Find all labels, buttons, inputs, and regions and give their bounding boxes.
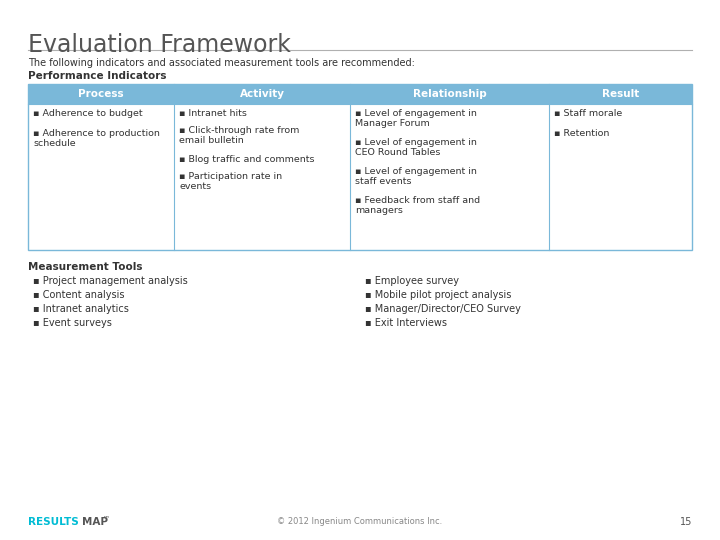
Text: © 2012 Ingenium Communications Inc.: © 2012 Ingenium Communications Inc. <box>277 517 443 526</box>
Text: 15: 15 <box>680 517 692 527</box>
Text: MAP: MAP <box>82 517 108 527</box>
Text: ▪ Manager/Director/CEO Survey: ▪ Manager/Director/CEO Survey <box>365 304 521 314</box>
Text: Process: Process <box>78 89 124 99</box>
Text: ▪ Content analysis: ▪ Content analysis <box>33 290 125 300</box>
Text: ▪ Project management analysis: ▪ Project management analysis <box>33 276 188 286</box>
Text: ▪ Feedback from staff and
managers: ▪ Feedback from staff and managers <box>355 196 480 215</box>
Text: Result: Result <box>602 89 639 99</box>
Bar <box>28 84 692 250</box>
Text: ▪ Level of engagement in
Manager Forum: ▪ Level of engagement in Manager Forum <box>355 109 477 129</box>
Text: ▪ Click-through rate from
email bulletin: ▪ Click-through rate from email bulletin <box>179 126 300 145</box>
Text: ▪ Exit Interviews: ▪ Exit Interviews <box>365 318 447 328</box>
Text: ™: ™ <box>103 515 110 521</box>
Text: Measurement Tools: Measurement Tools <box>28 262 143 272</box>
Text: ▪ Blog traffic and comments: ▪ Blog traffic and comments <box>179 155 315 164</box>
Text: ▪ Level of engagement in
CEO Round Tables: ▪ Level of engagement in CEO Round Table… <box>355 138 477 157</box>
Text: ▪ Adherence to budget: ▪ Adherence to budget <box>33 109 143 118</box>
Text: ▪ Staff morale: ▪ Staff morale <box>554 109 623 118</box>
Text: Evaluation Framework: Evaluation Framework <box>28 33 291 57</box>
Text: Performance Indicators: Performance Indicators <box>28 71 166 81</box>
Text: ▪ Mobile pilot project analysis: ▪ Mobile pilot project analysis <box>365 290 511 300</box>
Text: ▪ Level of engagement in
staff events: ▪ Level of engagement in staff events <box>355 167 477 186</box>
Text: ▪ Event surveys: ▪ Event surveys <box>33 318 112 328</box>
Text: RESULTS: RESULTS <box>28 517 78 527</box>
Text: The following indicators and associated measurement tools are recommended:: The following indicators and associated … <box>28 58 415 68</box>
Text: Relationship: Relationship <box>413 89 487 99</box>
Text: ▪ Intranet hits: ▪ Intranet hits <box>179 109 247 118</box>
Bar <box>350 84 549 104</box>
Bar <box>28 84 174 104</box>
Bar <box>174 84 350 104</box>
Bar <box>549 84 692 104</box>
Text: ▪ Participation rate in
events: ▪ Participation rate in events <box>179 172 282 191</box>
Text: ▪ Retention: ▪ Retention <box>554 129 610 138</box>
Text: Activity: Activity <box>240 89 284 99</box>
Text: ▪ Employee survey: ▪ Employee survey <box>365 276 459 286</box>
Text: ▪ Adherence to production
schedule: ▪ Adherence to production schedule <box>33 129 160 149</box>
Text: ▪ Intranet analytics: ▪ Intranet analytics <box>33 304 129 314</box>
